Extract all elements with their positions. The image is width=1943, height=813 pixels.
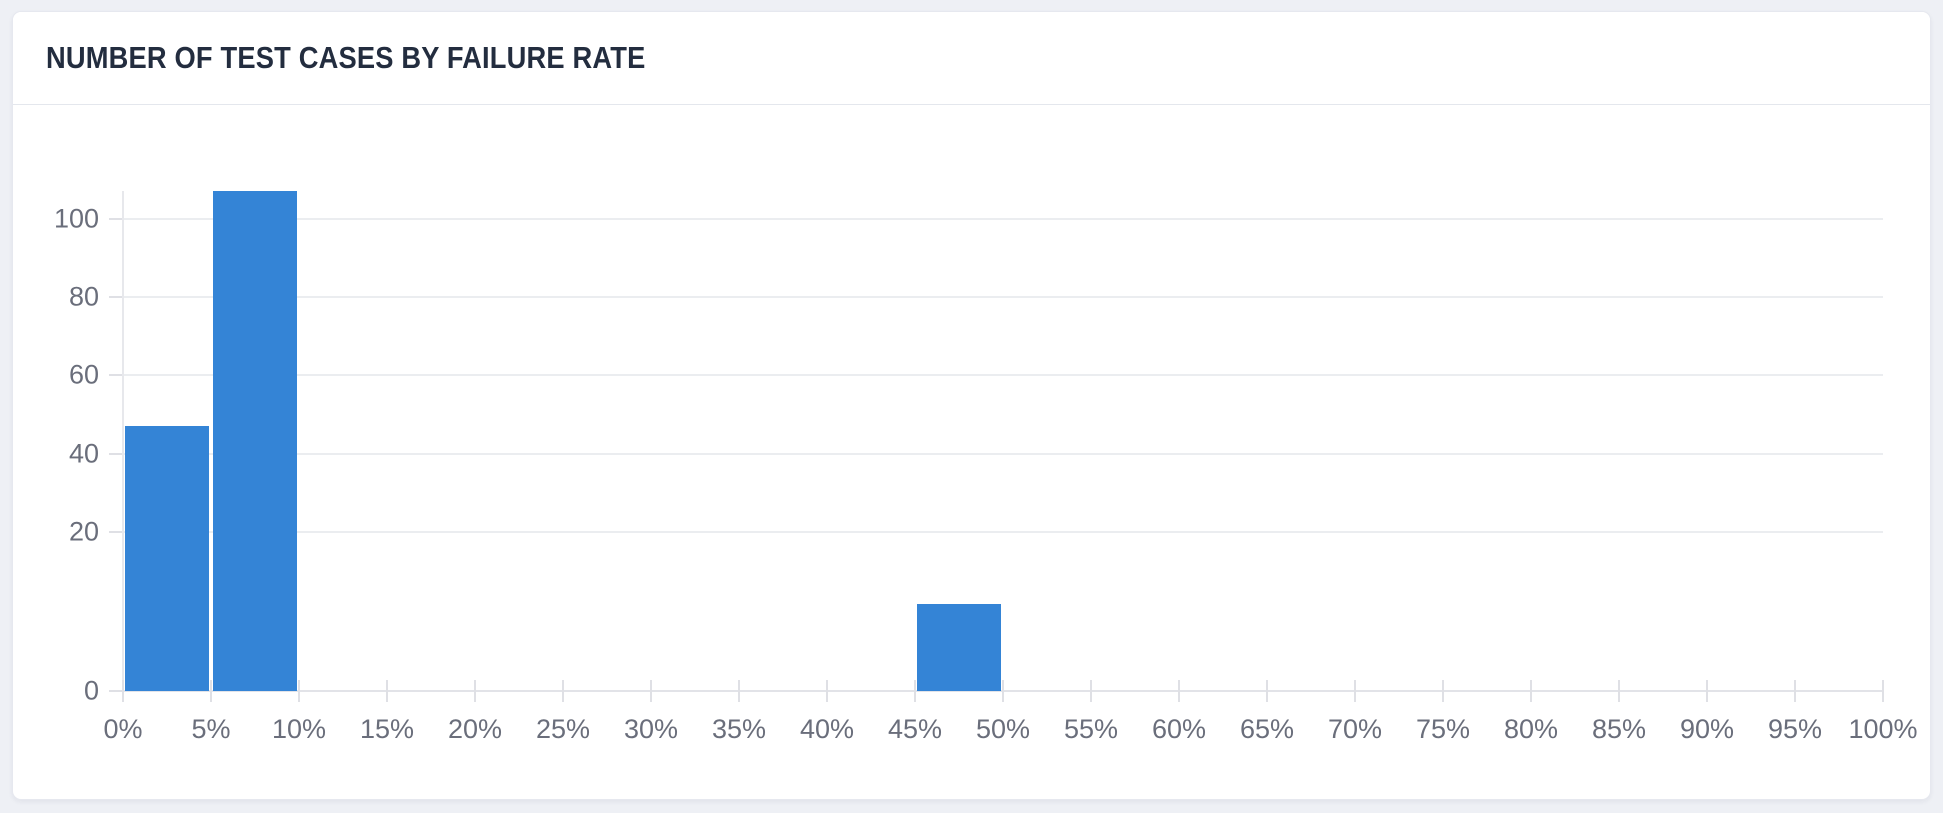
- x-tick-90%: [1706, 680, 1708, 702]
- y-gridline-20: [123, 531, 1883, 533]
- x-axis-label-0%: 0%: [103, 714, 143, 744]
- x-axis-label-65%: 65%: [1239, 714, 1295, 744]
- y-axis-label-0: 0: [83, 675, 99, 706]
- bar-5-10%[interactable]: [213, 191, 297, 691]
- y-axis-label-60: 60: [68, 359, 99, 390]
- y-gridline-80: [123, 295, 1883, 298]
- x-axis-label-70%: 70%: [1327, 714, 1383, 744]
- x-axis-label-10%: 10%: [271, 714, 327, 744]
- x-axis-label-40%: 40%: [799, 714, 855, 744]
- x-tick-15%: [386, 680, 388, 702]
- x-axis-label-75%: 75%: [1415, 714, 1471, 744]
- x-tick-60%: [1178, 680, 1180, 702]
- x-axis-label-15%: 15%: [359, 714, 415, 744]
- bar-0-5%[interactable]: [125, 426, 209, 691]
- y-axis-label-100: 100: [53, 203, 99, 234]
- y-tick-100: [109, 217, 123, 220]
- y-tick-60: [109, 374, 123, 377]
- x-tick-40%: [826, 680, 828, 702]
- x-axis-label-55%: 55%: [1063, 714, 1119, 744]
- x-tick-95%: [1794, 680, 1796, 702]
- x-axis-label-100%: 100%: [1848, 714, 1918, 744]
- widget-card: NUMBER OF TEST CASES BY FAILURE RATE 0 20…: [12, 11, 1931, 800]
- y-tick-0: [109, 690, 123, 692]
- x-axis-label-95%: 95%: [1767, 714, 1823, 744]
- x-axis-label-20%: 20%: [447, 714, 503, 744]
- x-tick-100%: [1882, 680, 1884, 702]
- x-axis-label-35%: 35%: [711, 714, 767, 744]
- x-tick-70%: [1354, 680, 1356, 702]
- widget-title: NUMBER OF TEST CASES BY FAILURE RATE: [46, 40, 646, 75]
- x-tick-50%: [1002, 680, 1004, 702]
- chart-area: 0 20 40 60 80 100 0% 5% 10% 15% 20% 25% 30% 35% 40% 45%…: [13, 105, 1930, 799]
- x-tick-35%: [738, 680, 740, 702]
- x-tick-45%: [914, 680, 916, 702]
- y-axis-label-80: 80: [68, 281, 99, 312]
- y-tick-80: [109, 295, 123, 298]
- y-tick-40: [109, 452, 123, 455]
- y-axis-label-20: 20: [68, 516, 99, 547]
- x-tick-85%: [1618, 680, 1620, 702]
- x-tick-25%: [562, 680, 564, 702]
- x-axis-label-85%: 85%: [1591, 714, 1647, 744]
- x-tick-65%: [1266, 680, 1268, 702]
- x-tick-30%: [650, 680, 652, 702]
- y-gridline-60: [123, 374, 1883, 377]
- x-tick-0%: [122, 680, 124, 702]
- x-tick-5%: [210, 680, 212, 702]
- bar-45-50%[interactable]: [917, 603, 1001, 691]
- y-gridline-100: [123, 217, 1883, 220]
- y-axis-label-40: 40: [68, 438, 99, 469]
- x-axis-label-5%: 5%: [191, 714, 231, 744]
- x-tick-80%: [1530, 680, 1532, 702]
- x-tick-10%: [298, 680, 300, 702]
- x-axis-label-80%: 80%: [1503, 714, 1559, 744]
- widget-header: NUMBER OF TEST CASES BY FAILURE RATE: [13, 12, 1930, 105]
- x-tick-55%: [1090, 680, 1092, 702]
- y-axis-line: [122, 191, 124, 691]
- y-tick-20: [109, 531, 123, 533]
- x-axis-label-45%: 45%: [887, 714, 943, 744]
- x-tick-20%: [474, 680, 476, 702]
- x-axis-label-50%: 50%: [975, 714, 1031, 744]
- x-axis-label-30%: 30%: [623, 714, 679, 744]
- y-gridline-40: [123, 452, 1883, 455]
- x-tick-75%: [1442, 680, 1444, 702]
- x-axis-label-25%: 25%: [535, 714, 591, 744]
- x-axis-label-90%: 90%: [1679, 714, 1735, 744]
- x-axis-label-60%: 60%: [1151, 714, 1207, 744]
